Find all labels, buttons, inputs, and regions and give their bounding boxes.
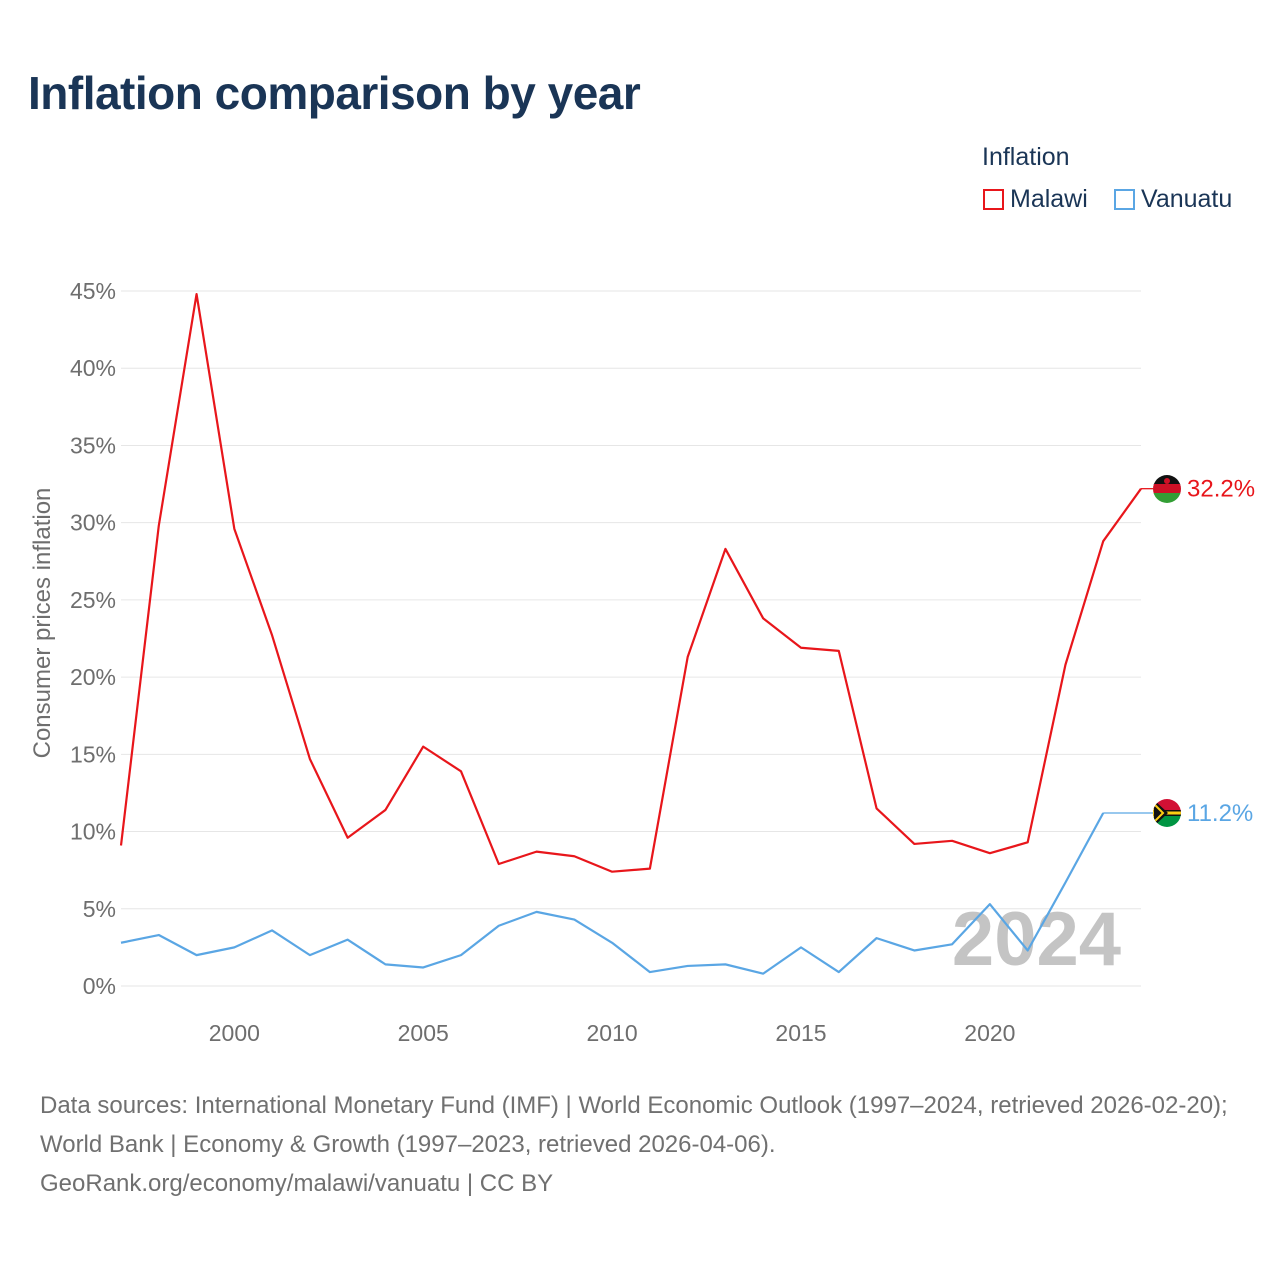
chart-area: 2024 0%5%10%15%20%25%30%35%40%45% 2000 20…	[29, 278, 1255, 1046]
gridlines	[121, 290, 1141, 987]
y-tick-label: 20%	[70, 664, 116, 690]
series-line-vanuatu	[120, 812, 1105, 975]
y-tick-label: 40%	[70, 355, 116, 381]
end-label-vanuatu: 11.2%	[1187, 800, 1253, 827]
series-line-malawi	[119, 292, 1142, 873]
y-tick-label: 0%	[83, 973, 116, 999]
end-label-malawi: 32.2%	[1187, 476, 1255, 503]
footer: Data sources: International Monetary Fun…	[40, 1086, 1250, 1203]
y-tick-label: 15%	[70, 741, 116, 767]
y-tick-label: 25%	[70, 587, 116, 613]
data-sources-text: Data sources: International Monetary Fun…	[40, 1092, 1228, 1158]
y-tick-label: 5%	[83, 896, 116, 922]
malawi-flag-icon	[1153, 475, 1181, 503]
y-tick-label: 35%	[70, 432, 116, 458]
x-axis-ticks: 2000 2005 2010 2015 2020	[209, 1020, 1016, 1046]
legend-item-malawi[interactable]: Malawi	[983, 185, 1088, 214]
chart-title: Inflation comparison by year	[28, 67, 641, 119]
vanuatu-flag-icon	[1153, 799, 1181, 827]
legend-swatch-malawi	[983, 189, 1004, 210]
x-tick-label: 2000	[209, 1020, 260, 1046]
x-tick-label: 2020	[964, 1020, 1015, 1046]
y-tick-label: 30%	[70, 510, 116, 536]
x-tick-label: 2005	[398, 1020, 449, 1046]
legend-label-malawi: Malawi	[1010, 185, 1088, 213]
y-axis-label: Consumer prices inflation	[29, 488, 56, 759]
x-tick-label: 2015	[775, 1020, 826, 1046]
credit-link[interactable]: GeoRank.org/economy/malawi/vanuatu | CC …	[40, 1170, 554, 1197]
legend-swatch-vanuatu	[1114, 189, 1135, 210]
legend-label-vanuatu: Vanuatu	[1141, 185, 1233, 213]
y-tick-label: 45%	[70, 278, 116, 304]
x-tick-label: 2010	[587, 1020, 638, 1046]
legend-title: Inflation	[982, 143, 1070, 171]
y-tick-label: 10%	[70, 819, 116, 845]
legend-item-vanuatu[interactable]: Vanuatu	[1114, 185, 1232, 214]
y-axis-ticks: 0% 5% 10% 15% 20% 25% 30% 35% 40% 45%	[70, 278, 116, 999]
year-watermark: 2024	[952, 897, 1121, 982]
